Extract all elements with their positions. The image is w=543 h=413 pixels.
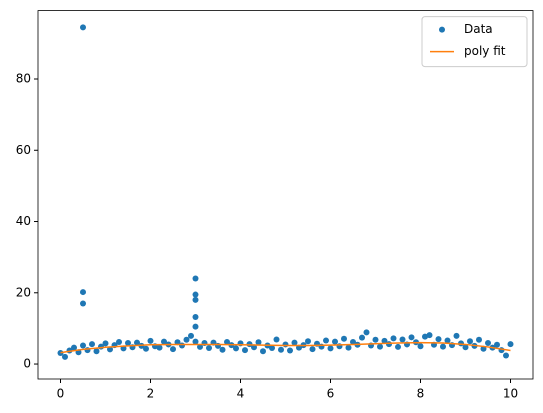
data-point [359,334,365,341]
data-point [192,314,199,321]
data-point [453,332,460,339]
y-tick-label: 80 [16,72,31,86]
legend-label: Data [464,22,493,36]
data-point [156,344,163,351]
data-point [84,347,91,354]
data-point [377,343,383,350]
data-point [426,332,433,339]
x-tick-label: 4 [237,387,245,401]
data-point [89,341,95,348]
data-point [62,353,68,360]
y-tick-label: 60 [16,143,31,157]
data-point [170,346,176,353]
legend-box [421,16,528,68]
data-point [435,336,442,343]
data-point [242,347,248,354]
y-tick-label: 20 [16,285,31,299]
data-point [278,346,284,353]
data-point [260,348,266,355]
data-point [125,340,131,347]
data-point [80,24,86,31]
data-point [327,345,334,352]
y-tick-label: 0 [23,357,31,371]
data-point [494,341,500,348]
data-point [503,352,509,359]
y-tick-label: 40 [16,214,31,228]
data-point [255,339,262,346]
data-point [143,345,149,352]
legend-marker [439,26,445,33]
fit-line [60,341,511,354]
data-point [219,346,226,353]
data-point [323,337,329,344]
data-point [233,345,239,352]
data-point [462,344,469,351]
data-point [318,343,325,350]
x-tick-label: 8 [417,387,425,401]
data-point [399,336,406,343]
data-point [485,340,491,347]
data-point [417,343,424,350]
data-point [269,345,275,352]
x-tick-label: 0 [57,387,65,401]
data-point [309,346,316,353]
data-point [390,335,397,342]
data-point [80,289,86,296]
data-point [197,343,203,350]
data-point [251,344,257,351]
data-point [282,341,289,348]
data-point [507,341,514,348]
data-point [224,338,230,345]
data-point [332,338,338,345]
data-point [287,347,293,354]
data-point [192,296,199,303]
data-point [341,335,347,342]
data-point [93,348,100,355]
data-point [147,337,154,344]
data-point [116,338,122,345]
data-point [363,329,370,336]
data-point [192,275,199,282]
x-tick-label: 6 [327,387,335,401]
data-point [381,337,388,344]
data-point [291,339,298,346]
data-point [179,342,185,349]
data-point [440,343,446,350]
plot-frame [37,10,534,380]
x-tick-label: 10 [503,387,518,401]
legend-label: poly fit [464,44,506,58]
data-point [350,338,356,345]
data-point [80,342,86,349]
data-point [71,344,77,351]
data-point [408,334,415,341]
data-point [305,338,311,345]
data-point [273,336,280,343]
data-point [183,336,190,343]
data-point [444,337,451,344]
data-point [80,300,86,307]
data-point [467,338,473,345]
data-point [395,343,401,350]
data-point [57,349,64,356]
data-point [192,291,199,298]
data-point [192,338,199,345]
data-point [372,336,379,343]
data-point [161,338,167,345]
data-point [422,333,428,340]
data-point [134,339,140,346]
x-tick-label: 2 [147,387,155,401]
data-point [206,345,212,352]
data-point [345,344,352,351]
data-point [102,340,109,347]
data-point [476,336,482,343]
data-point [107,346,113,353]
data-point [188,332,194,339]
data-point [192,323,199,330]
